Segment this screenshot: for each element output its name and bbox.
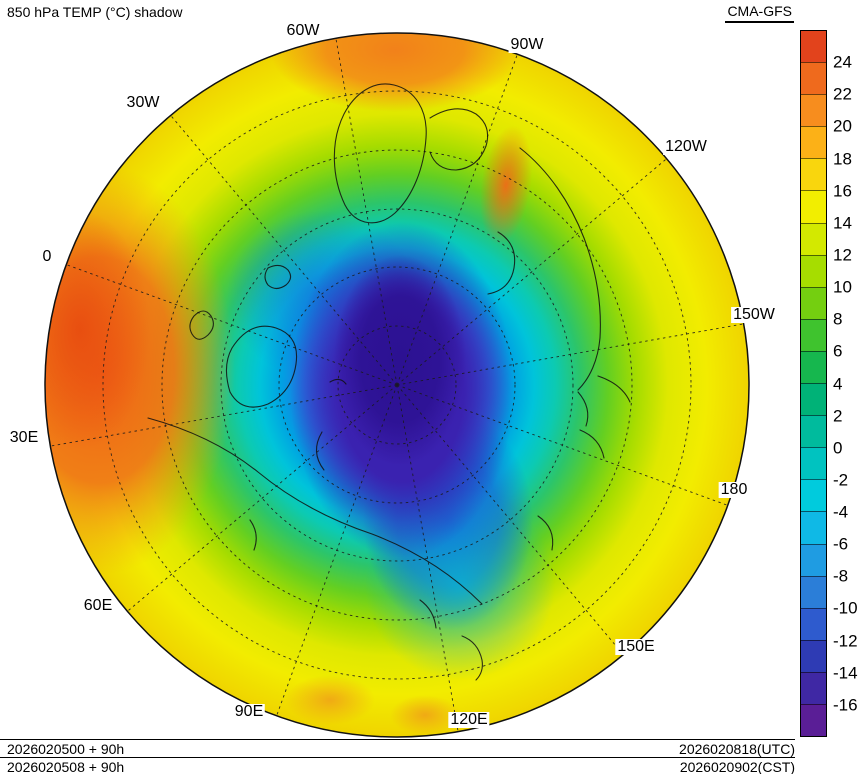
colorbar-segment <box>801 607 826 640</box>
colorbar-segment <box>801 350 826 384</box>
valid-time-cst: 2026020902(CST) <box>679 759 795 774</box>
lon-label-120e: 120E <box>448 711 490 728</box>
lon-label-30e: 30E <box>7 429 41 446</box>
colorbar-segment <box>801 383 826 416</box>
colorbar-segment <box>801 318 826 351</box>
colorbar-segment <box>801 479 826 512</box>
colorbar-segment <box>801 94 826 127</box>
footer-divider-1 <box>0 739 795 740</box>
init-time-cst: 2026020508 + 90h <box>7 759 125 774</box>
graticule-longitude <box>50 38 744 732</box>
colorbar-segment <box>801 415 826 448</box>
lon-label-90w: 90W <box>508 36 546 53</box>
lon-label-90e: 90E <box>232 703 266 720</box>
model-name: CMA-GFS <box>725 3 794 23</box>
lon-label-0: 0 <box>40 248 54 265</box>
colorbar-segment <box>801 639 826 672</box>
footer-divider-2 <box>0 757 795 758</box>
colorbar-segment <box>801 286 826 319</box>
colorbar-segment <box>801 126 826 159</box>
init-time-utc: 2026020500 + 90h <box>7 741 125 757</box>
colorbar-segment <box>801 158 826 191</box>
coastlines <box>147 83 631 681</box>
colorbar-segment <box>801 222 826 255</box>
colorbar <box>800 30 827 737</box>
lon-label-150w: 150W <box>731 306 777 323</box>
chart-title: 850 hPa TEMP (°C) shadow <box>7 4 183 20</box>
lon-label-30w: 30W <box>124 94 162 111</box>
lon-label-60e: 60E <box>81 597 115 614</box>
graticule-latitude <box>102 90 692 680</box>
lon-label-120w: 120W <box>663 138 709 155</box>
temp-field <box>45 33 749 737</box>
colorbar-segment <box>801 447 826 480</box>
colorbar-segment <box>801 575 826 608</box>
colorbar-segment <box>801 62 826 95</box>
lon-label-60w: 60W <box>284 22 322 39</box>
colorbar-segment <box>801 671 826 704</box>
map-boundary <box>44 32 750 738</box>
lon-label-150e: 150E <box>615 638 657 655</box>
colorbar-segment <box>801 511 826 544</box>
colorbar-segment <box>801 31 826 63</box>
colorbar-segment <box>801 190 826 223</box>
colorbar-segment <box>801 543 826 576</box>
valid-time-utc: 2026020818(UTC) <box>679 741 795 757</box>
colorbar-segment <box>801 254 826 287</box>
lon-label-180: 180 <box>718 481 750 498</box>
colorbar-segment <box>801 703 826 737</box>
